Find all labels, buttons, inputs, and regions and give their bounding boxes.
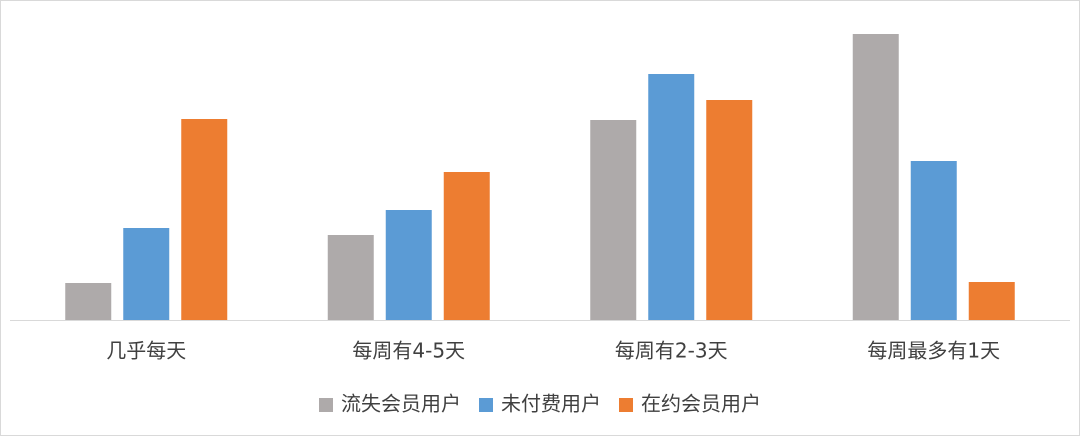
x-tick-label: 每周最多有1天 [867, 339, 1000, 363]
bar [590, 120, 637, 320]
legend-label: 未付费用户 [501, 392, 601, 416]
bar [327, 235, 374, 320]
legend-swatch [479, 398, 493, 412]
legend-swatch [619, 398, 633, 412]
legend-swatch [319, 398, 333, 412]
legend-label: 流失会员用户 [341, 392, 461, 416]
bar [443, 172, 490, 320]
x-tick-label: 每周有4-5天 [352, 339, 465, 363]
bar [852, 34, 899, 320]
x-tick-label: 几乎每天 [106, 339, 186, 363]
bar [968, 282, 1015, 320]
bar [385, 210, 432, 320]
bar [910, 161, 957, 320]
bar [65, 283, 112, 320]
bar [181, 119, 228, 320]
bar [123, 228, 170, 320]
x-tick-label: 每周有2-3天 [615, 339, 728, 363]
bar [648, 74, 695, 320]
legend-label: 在约会员用户 [641, 392, 761, 416]
bar [706, 100, 753, 320]
